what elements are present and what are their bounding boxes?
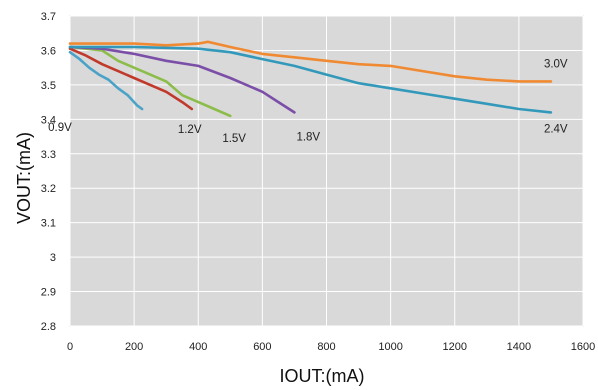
- y-tick-label: 3: [50, 252, 56, 264]
- y-tick-label: 3.2: [41, 183, 56, 195]
- x-tick-label: 800: [317, 341, 335, 353]
- series-line-1-2v: [68, 47, 194, 111]
- x-axis-title: IOUT:(mA): [280, 366, 365, 386]
- y-tick-label: 3.7: [41, 11, 56, 23]
- x-tick-label: 400: [189, 341, 207, 353]
- x-tick-label: 0: [67, 341, 73, 353]
- y-tick-label: 3.3: [41, 149, 56, 161]
- series-label-2-4v: 2.4V: [544, 123, 568, 135]
- x-tick-label: 1200: [443, 341, 467, 353]
- y-tick-label: 3.5: [41, 80, 56, 92]
- series-line-2-4v: [68, 45, 553, 114]
- series-label-1-5v: 1.5V: [222, 133, 246, 145]
- series-label-1-2v: 1.2V: [178, 124, 202, 136]
- y-axis-title: VOUT:(mA): [14, 132, 34, 224]
- y-tick-label: 3.6: [41, 45, 56, 57]
- series-line-0-9v: [68, 50, 144, 111]
- y-tick-label: 3.4: [41, 114, 56, 126]
- x-tick-label: 600: [253, 341, 271, 353]
- series-label-3-0v: 3.0V: [544, 58, 568, 70]
- series-line-3-0v: [68, 40, 553, 83]
- x-tick-label: 1000: [378, 341, 402, 353]
- y-tick-label: 2.9: [41, 287, 56, 299]
- x-tick-label: 200: [125, 341, 143, 353]
- series-labels: 0.9V 1.2V 1.5V 1.8V 2.4V 3.0V: [48, 58, 568, 144]
- grid: [69, 15, 584, 327]
- series-label-0-9v: 0.9V: [48, 122, 72, 134]
- x-tick-label: 1400: [507, 341, 531, 353]
- y-tick-label: 2.8: [41, 321, 56, 333]
- y-tick-label: 3.1: [41, 218, 56, 230]
- series-line-1-5v: [68, 45, 232, 118]
- x-axis-ticks: 0 200 400 600 800 1000 1200 1400 1600: [67, 341, 595, 353]
- series-line-1-8v: [68, 45, 296, 114]
- y-axis-ticks: 3.7 3.6 3.5 3.4 3.3 3.2 3.1 3 2.9 2.8: [41, 11, 56, 333]
- x-tick-label: 1600: [571, 341, 595, 353]
- series-label-1-8v: 1.8V: [296, 131, 320, 143]
- series-lines: [68, 40, 553, 118]
